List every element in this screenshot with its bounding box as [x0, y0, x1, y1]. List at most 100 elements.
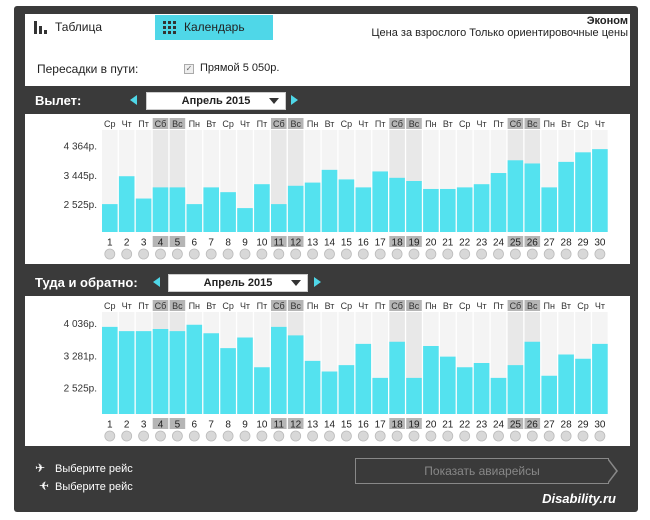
weekday-cell	[287, 118, 304, 129]
chevron-down-icon	[269, 98, 279, 104]
price-bar	[118, 176, 135, 232]
select-outbound-link[interactable]: ✈ Выберите рейс	[35, 461, 133, 475]
weekday-label: Вт	[561, 301, 571, 311]
flight-price-widget: Пересадки в пути: ✓ Прямой 5 050р. Табли…	[14, 6, 638, 512]
weekday-cell	[135, 118, 152, 129]
weekday-cell	[575, 300, 591, 311]
show-flights-button[interactable]: Показать авиарейсы	[355, 458, 609, 484]
direct-checkbox[interactable]: ✓	[184, 64, 194, 74]
weekday-label: Чт	[240, 119, 250, 129]
price-bar	[152, 187, 169, 232]
date-label: 14	[324, 420, 336, 431]
weekday-cell	[490, 300, 507, 311]
date-cell	[389, 418, 405, 429]
date-label: 27	[544, 238, 556, 249]
date-label: 6	[192, 420, 198, 431]
price-bar	[423, 188, 439, 232]
select-outbound-label: Выберите рейс	[55, 463, 133, 475]
weekday-cell	[220, 118, 236, 129]
date-cell	[592, 418, 608, 429]
tab-calendar[interactable]: Календарь	[155, 15, 273, 40]
date-radio	[155, 430, 166, 442]
outbound-month-value: Апрель 2015	[181, 95, 251, 107]
date-radio	[526, 248, 538, 260]
weekday-cell	[406, 300, 422, 311]
select-return-link[interactable]: ✈ Выберите рейс	[35, 479, 133, 493]
weekday-cell	[169, 118, 186, 129]
date-radio	[459, 248, 471, 260]
weekday-cell	[203, 300, 219, 311]
price-bar	[338, 365, 355, 414]
date-radio	[205, 430, 217, 442]
weekday-cell	[152, 300, 169, 311]
date-cell	[575, 236, 591, 247]
weekday-label: Вт	[443, 119, 453, 129]
weekday-label: Ср	[577, 301, 589, 311]
date-label: 16	[358, 238, 370, 249]
date-cell	[186, 236, 203, 247]
price-bar	[456, 187, 473, 232]
date-radio	[357, 430, 369, 442]
weekday-cell	[271, 300, 287, 311]
prev-month-arrow-icon[interactable]	[130, 95, 137, 105]
price-bar	[507, 160, 524, 232]
weekday-label: Пн	[189, 119, 200, 129]
weekday-cell	[490, 118, 507, 129]
next-month-arrow-icon[interactable]	[314, 277, 321, 287]
date-radio	[594, 430, 606, 442]
date-radio	[476, 430, 488, 442]
outbound-month-select[interactable]: Апрель 2015	[146, 92, 286, 110]
direct-option-label[interactable]: Прямой 5 050р.	[200, 62, 280, 74]
weekday-cell	[321, 118, 338, 129]
price-bar	[169, 331, 186, 414]
date-cell	[456, 236, 473, 247]
prev-month-arrow-icon[interactable]	[153, 277, 160, 287]
weekday-label: Пт	[375, 301, 386, 311]
tab-table[interactable]: Таблица	[26, 15, 154, 40]
weekday-label: Чт	[595, 119, 605, 129]
date-label: 5	[175, 238, 181, 249]
date-radio	[442, 248, 454, 260]
date-label: 23	[476, 238, 488, 249]
date-radio	[121, 430, 133, 442]
date-cell	[524, 418, 541, 429]
weekday-cell	[423, 300, 439, 311]
date-label: 21	[442, 420, 454, 431]
weekday-label: Пт	[138, 301, 149, 311]
date-cell	[152, 236, 169, 247]
roundtrip-month-select[interactable]: Апрель 2015	[168, 274, 308, 292]
date-label: 4	[158, 238, 164, 249]
watermark: Disability.ru	[542, 491, 616, 506]
weekday-label: Пн	[425, 301, 436, 311]
weekday-label: Чт	[477, 119, 487, 129]
weekday-label: Чт	[358, 119, 368, 129]
price-bar	[220, 348, 236, 414]
weekday-cell	[541, 118, 557, 129]
date-label: 30	[594, 238, 606, 249]
date-label: 27	[544, 420, 556, 431]
date-label: 20	[425, 238, 437, 249]
date-label: 5	[175, 420, 181, 431]
date-radio	[543, 248, 555, 260]
next-month-arrow-icon[interactable]	[291, 95, 298, 105]
price-bar	[355, 343, 372, 414]
weekday-label: Сб	[155, 301, 167, 311]
date-label: 28	[561, 420, 573, 431]
outbound-chart-svg: Ср Чт Пт Сб Вс Пн Вт Ср Чт Пт Сб Вс Пн Вт Ср Чт Пт Сб Вс Пн…	[64, 118, 608, 260]
weekday-cell	[524, 118, 541, 129]
price-bar	[541, 187, 557, 232]
date-cell	[237, 236, 253, 247]
weekday-cell	[473, 300, 490, 311]
date-radio	[374, 430, 386, 442]
weekday-label: Вт	[206, 301, 216, 311]
date-radio	[357, 248, 369, 260]
date-radio	[374, 248, 386, 260]
price-bar	[321, 371, 338, 414]
weekday-cell	[389, 300, 405, 311]
price-bar	[372, 171, 388, 232]
date-cell	[169, 418, 186, 429]
date-radio	[493, 430, 504, 442]
price-bar	[558, 161, 574, 232]
date-label: 23	[476, 420, 488, 431]
price-bar	[440, 356, 456, 414]
